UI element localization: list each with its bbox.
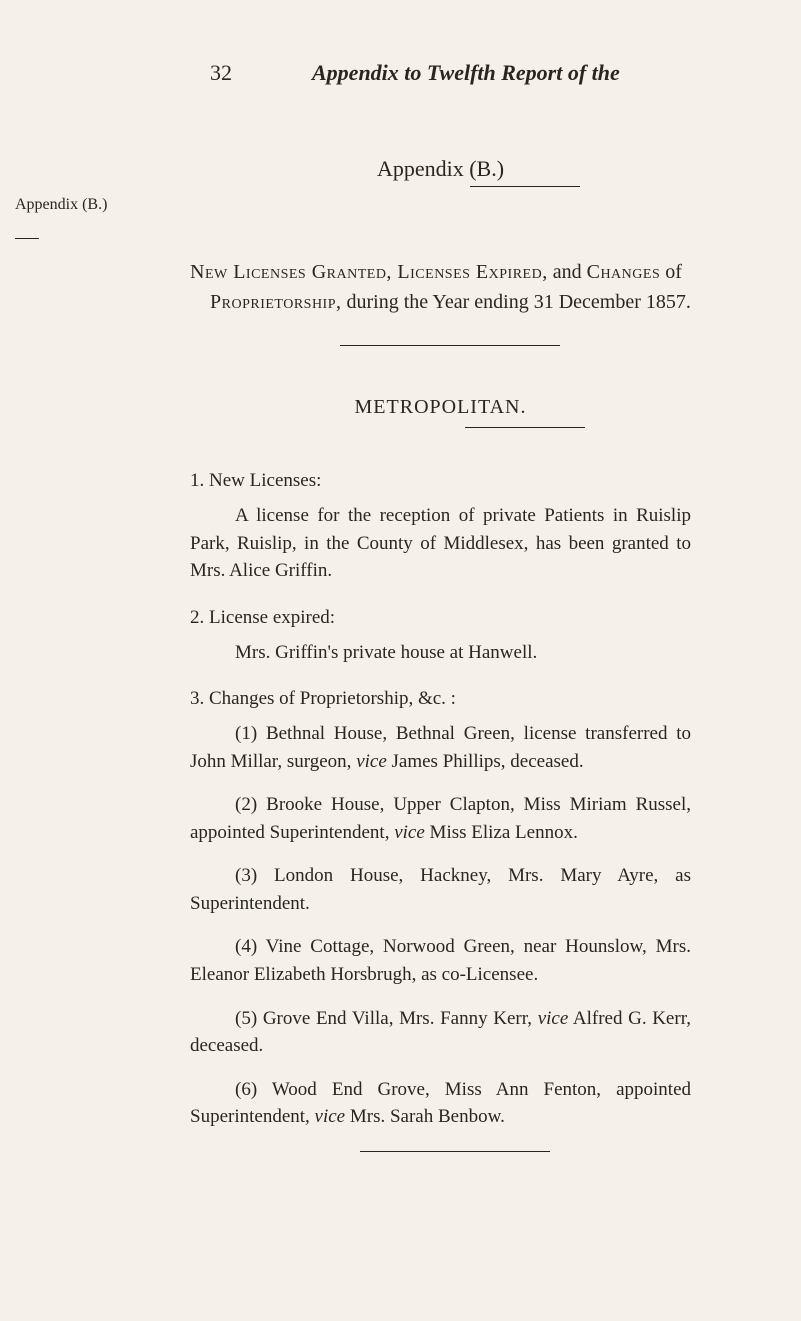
sub2-num: (2) — [235, 794, 266, 815]
margin-note-text: Appendix (B.) — [15, 196, 107, 213]
sub6-num: (6) — [235, 1079, 272, 1100]
sub1-b: James Phillips, deceased. — [387, 751, 584, 772]
item-3-head: 3. Changes of Proprietorship, &c. : — [190, 688, 711, 710]
sub3-num: (3) — [235, 865, 274, 886]
item-1-text: A license for the reception of private P… — [190, 505, 691, 581]
item-2-head: 2. License expired: — [190, 607, 711, 629]
sub5-num: (5) — [235, 1008, 263, 1029]
appendix-title: Appendix (B.) — [170, 156, 711, 182]
item-1-body: A license for the reception of private P… — [190, 502, 691, 585]
intro-caps-2: Changes — [587, 261, 661, 283]
sub-item-6: (6) Wood End Grove, Miss Ann Fenton, app… — [190, 1076, 691, 1131]
intro-caps-1: New Licenses Granted, Licenses Expired, — [190, 261, 548, 283]
section-rule-1 — [340, 345, 560, 346]
sub2-vice: vice — [394, 822, 425, 843]
sub1-num: (1) — [235, 723, 266, 744]
intro-text-1: and — [548, 261, 587, 283]
sub-item-1: (1) Bethnal House, Bethnal Green, licens… — [190, 720, 691, 775]
page-container: 32 Appendix to Twelfth Report of the App… — [0, 0, 801, 1212]
sub6-vice: vice — [315, 1106, 346, 1127]
margin-note: Appendix (B.) — [15, 195, 107, 239]
sub2-b: Miss Eliza Lennox. — [425, 822, 578, 843]
intro-text-3: during the Year ending 31 December 1857. — [342, 291, 691, 313]
sub-item-5: (5) Grove End Villa, Mrs. Fanny Kerr, vi… — [190, 1005, 691, 1060]
margin-note-underline — [15, 216, 39, 239]
sub-item-3: (3) London House, Hackney, Mrs. Mary Ayr… — [190, 862, 691, 917]
page-number: 32 — [210, 60, 232, 86]
sub-item-2: (2) Brooke House, Upper Clapton, Miss Mi… — [190, 791, 691, 846]
title-rule — [470, 186, 580, 187]
intro-paragraph: New Licenses Granted, Licenses Expired, … — [190, 257, 711, 317]
sub4-a: Vine Cottage, Norwood Green, near Hounsl… — [190, 936, 691, 985]
item-2-body: Mrs. Griffin's private house at Hanwell. — [190, 639, 691, 667]
sub6-b: Mrs. Sarah Benbow. — [345, 1106, 505, 1127]
running-head: Appendix to Twelfth Report of the — [312, 60, 620, 86]
intro-text-2: of — [660, 261, 682, 283]
sub-item-4: (4) Vine Cottage, Norwood Green, near Ho… — [190, 933, 691, 988]
sub5-a: Grove End Villa, Mrs. Fanny Kerr, — [263, 1008, 538, 1029]
sub5-vice: vice — [538, 1008, 569, 1029]
header-row: 32 Appendix to Twelfth Report of the — [90, 60, 711, 86]
sub4-num: (4) — [235, 936, 266, 957]
end-rule — [360, 1151, 550, 1152]
sub1-vice: vice — [356, 751, 387, 772]
intro-caps-3: Proprietorship, — [210, 291, 342, 313]
section-rule-2 — [465, 427, 585, 428]
item-2-text: Mrs. Griffin's private house at Hanwell. — [235, 642, 537, 663]
item-1-head: 1. New Licenses: — [190, 470, 711, 492]
section-heading: METROPOLITAN. — [170, 396, 711, 419]
